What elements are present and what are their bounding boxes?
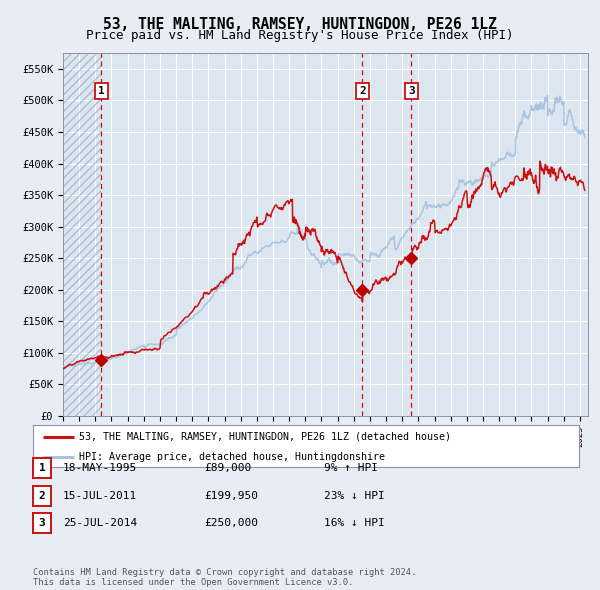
Text: 18-MAY-1995: 18-MAY-1995 (63, 463, 137, 473)
Text: 1: 1 (98, 86, 104, 96)
Text: 25-JUL-2014: 25-JUL-2014 (63, 519, 137, 528)
Text: 3: 3 (38, 519, 46, 528)
Text: 2: 2 (38, 491, 46, 500)
Text: 1: 1 (38, 463, 46, 473)
Text: 23% ↓ HPI: 23% ↓ HPI (324, 491, 385, 500)
Text: 16% ↓ HPI: 16% ↓ HPI (324, 519, 385, 528)
Text: Contains HM Land Registry data © Crown copyright and database right 2024.
This d: Contains HM Land Registry data © Crown c… (33, 568, 416, 587)
Text: 15-JUL-2011: 15-JUL-2011 (63, 491, 137, 500)
Text: 53, THE MALTING, RAMSEY, HUNTINGDON, PE26 1LZ: 53, THE MALTING, RAMSEY, HUNTINGDON, PE2… (103, 17, 497, 31)
Text: HPI: Average price, detached house, Huntingdonshire: HPI: Average price, detached house, Hunt… (79, 452, 385, 461)
Text: 3: 3 (408, 86, 415, 96)
Text: £250,000: £250,000 (204, 519, 258, 528)
Text: 53, THE MALTING, RAMSEY, HUNTINGDON, PE26 1LZ (detached house): 53, THE MALTING, RAMSEY, HUNTINGDON, PE2… (79, 432, 451, 442)
Text: 2: 2 (359, 86, 366, 96)
Text: £199,950: £199,950 (204, 491, 258, 500)
Text: 9% ↑ HPI: 9% ↑ HPI (324, 463, 378, 473)
Text: Price paid vs. HM Land Registry's House Price Index (HPI): Price paid vs. HM Land Registry's House … (86, 30, 514, 42)
Text: £89,000: £89,000 (204, 463, 251, 473)
